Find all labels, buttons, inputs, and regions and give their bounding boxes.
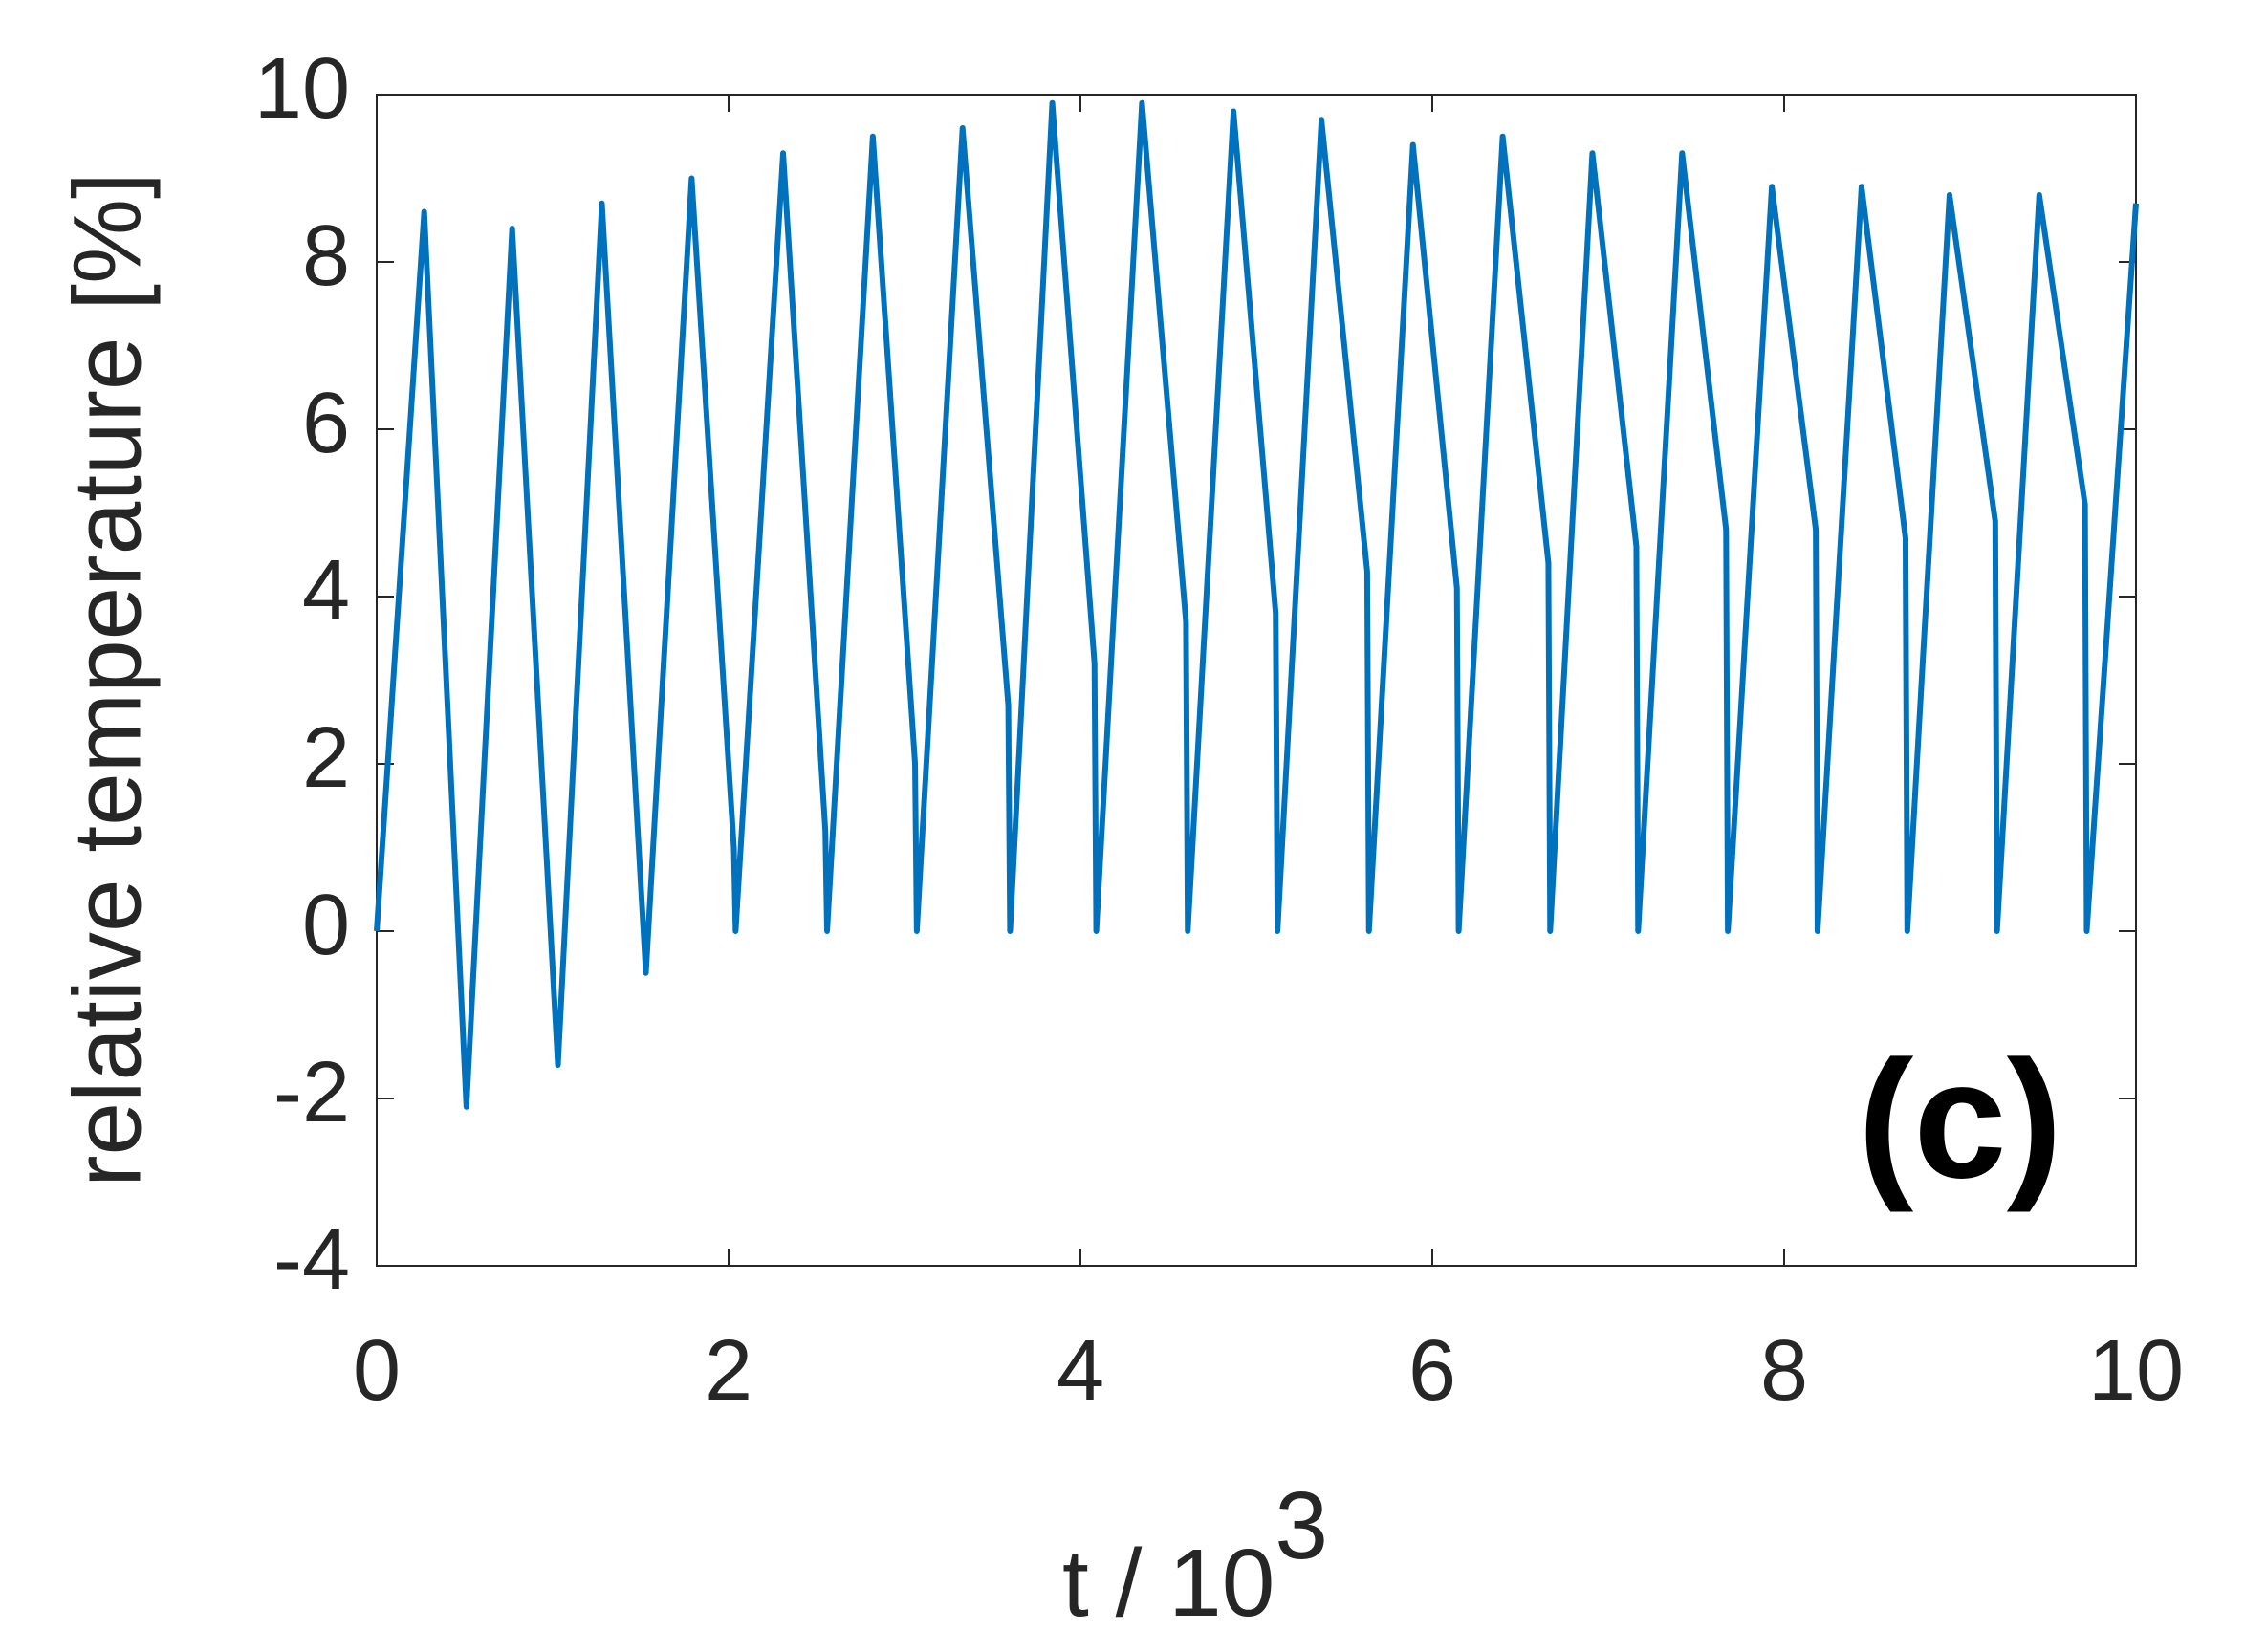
y-tick-label: 6: [302, 376, 350, 471]
x-tick-label: 0: [353, 1323, 401, 1419]
y-axis-label: relative temperature [%]: [54, 172, 161, 1187]
data-line: [374, 99, 2139, 1110]
x-tick-label: 8: [1760, 1323, 1808, 1419]
x-axis-label-text: t / 10: [1062, 1530, 1275, 1637]
y-tick-label: 10: [254, 41, 350, 137]
y-tick-label: 4: [302, 543, 350, 639]
y-tick-label: -2: [273, 1045, 350, 1141]
y-tick-label: 0: [302, 878, 350, 973]
y-tick-label: 8: [302, 208, 350, 304]
x-tick-label: 4: [1057, 1323, 1104, 1419]
x-axis-label-exponent: 3: [1275, 1472, 1328, 1579]
plot-frame: [376, 94, 2137, 1267]
x-tick-label: 10: [2088, 1323, 2184, 1419]
panel-annotation: (c): [1858, 1027, 2062, 1213]
x-axis-label: t / 103: [1062, 1472, 1328, 1637]
x-tick-label: 6: [1408, 1323, 1456, 1419]
y-tick-label: -4: [273, 1212, 350, 1308]
y-tick-label: 2: [302, 710, 350, 806]
x-tick-label: 2: [705, 1323, 752, 1419]
